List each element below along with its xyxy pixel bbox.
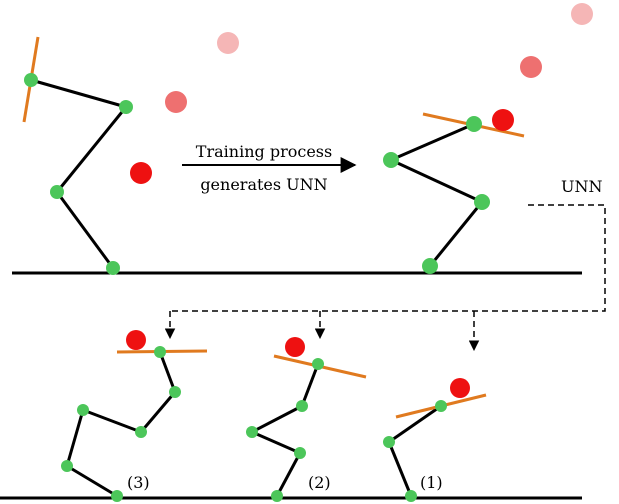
robot-link: [300, 363, 320, 407]
joint: [154, 346, 166, 358]
joint: [135, 426, 147, 438]
pose-label-3: (3): [127, 473, 150, 492]
pose-label-1: (1): [420, 473, 443, 492]
ball: [126, 330, 146, 350]
robot-link: [387, 441, 413, 497]
robot-link: [158, 351, 177, 393]
ball-trail-medium: [165, 91, 187, 113]
robot-link: [55, 191, 115, 269]
joint: [119, 100, 133, 114]
robot-link: [65, 409, 85, 467]
joint: [435, 400, 447, 412]
joint: [405, 490, 417, 502]
ball: [285, 337, 305, 357]
ball-trail-faint: [217, 32, 239, 54]
robot-link: [275, 452, 302, 497]
joint: [474, 194, 490, 210]
ball: [130, 162, 152, 184]
ball-trail-faint: [571, 3, 593, 25]
robot-link: [251, 430, 301, 455]
unn-dashed-connector: [170, 204, 606, 312]
joint: [294, 447, 306, 459]
unn-label: UNN: [561, 177, 602, 196]
ball-trail-medium: [520, 56, 542, 78]
robot-link: [139, 391, 177, 433]
joint: [312, 358, 324, 370]
caption-line-1: Training process: [196, 142, 332, 161]
joint: [422, 258, 438, 274]
ball: [450, 378, 470, 398]
robot-after-training: [383, 112, 525, 274]
robot-before-training: [22, 36, 133, 275]
ball: [492, 109, 514, 131]
joint: [61, 460, 73, 472]
robot-link: [30, 78, 127, 109]
joint: [466, 116, 482, 132]
caption-line-2: generates UNN: [200, 175, 327, 194]
robot-link: [55, 106, 128, 193]
robot-pose-1: [383, 393, 487, 502]
robot-link: [388, 404, 442, 444]
joint: [111, 490, 123, 502]
robot-pose-3: [61, 346, 208, 502]
robot-link: [390, 158, 483, 204]
pose-label-2: (2): [308, 473, 331, 492]
robot-pose-2: [246, 354, 367, 502]
robot-link: [390, 122, 475, 162]
robot-link: [82, 408, 142, 434]
joint: [246, 426, 258, 438]
joint: [50, 185, 64, 199]
joint: [271, 490, 283, 502]
joint: [169, 386, 181, 398]
joint: [24, 73, 38, 87]
joint: [106, 261, 120, 275]
joint: [383, 152, 399, 168]
robot-link: [251, 404, 303, 434]
robot-link: [428, 201, 484, 267]
joint: [77, 404, 89, 416]
joint: [296, 400, 308, 412]
robot-link: [66, 464, 118, 498]
joint: [383, 436, 395, 448]
